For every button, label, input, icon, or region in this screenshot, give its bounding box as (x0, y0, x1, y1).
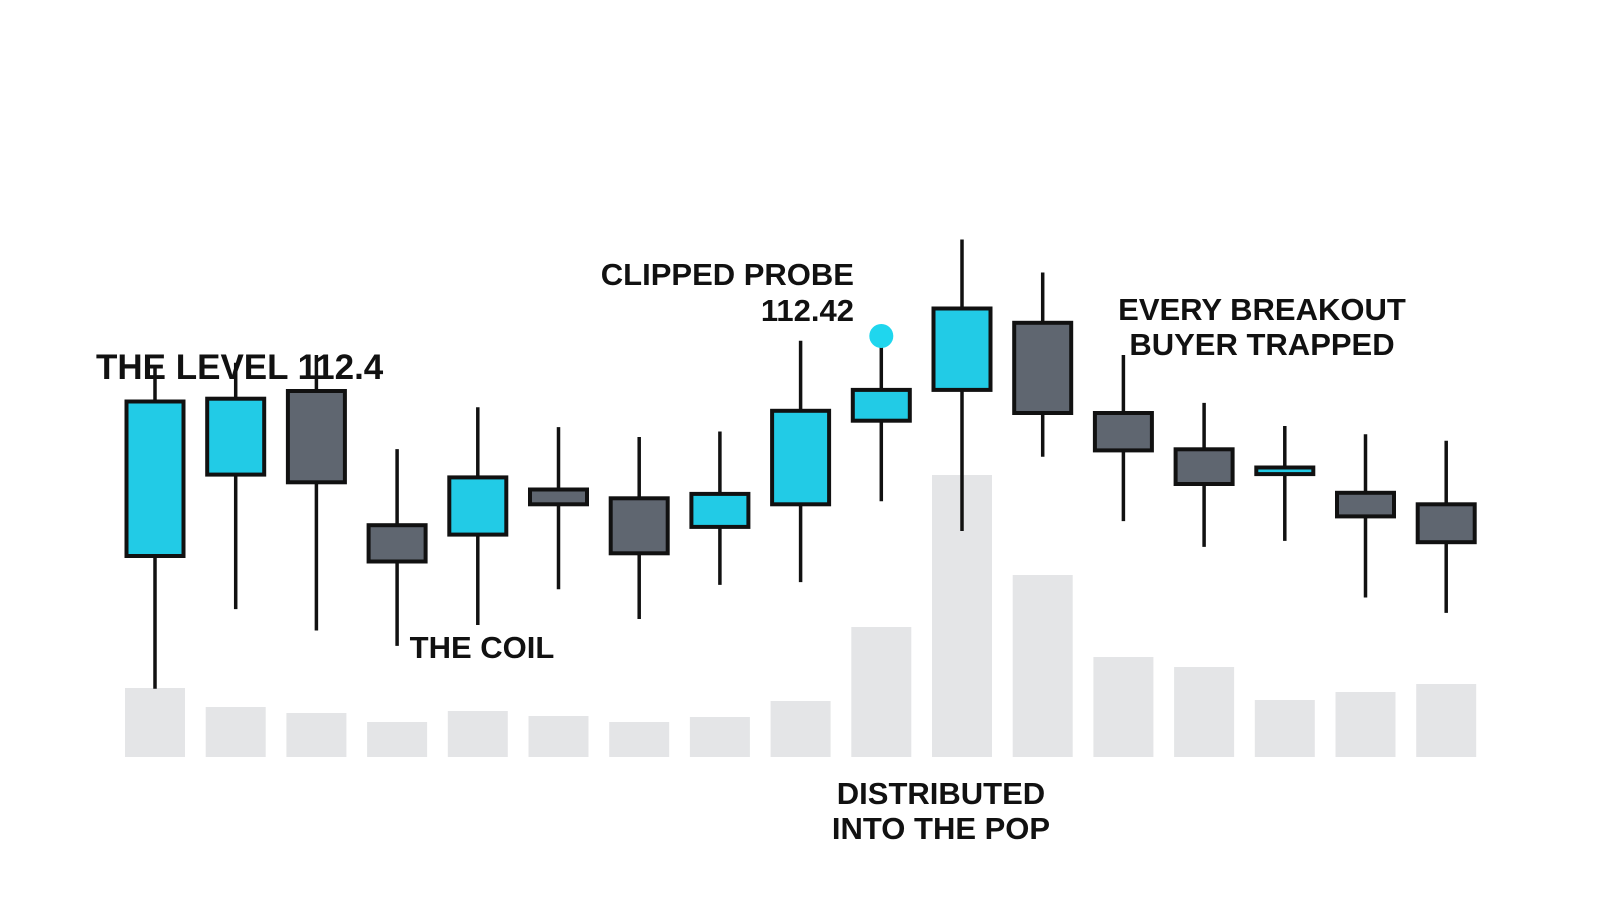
probe-label-line1: CLIPPED PROBE (601, 257, 854, 292)
candle-body-down (1335, 490, 1396, 519)
volume-bar (1012, 575, 1073, 757)
volume-bar (609, 722, 670, 757)
candle (770, 340, 832, 583)
candle (931, 239, 993, 531)
volume-bar (1174, 667, 1235, 757)
candle-body-down (1012, 320, 1074, 415)
volume-bar (205, 707, 266, 757)
candle-body-down (1092, 411, 1154, 453)
candle-body-down (366, 523, 428, 564)
volume-bar (689, 717, 750, 757)
distributed-label-line1: DISTRIBUTED (837, 776, 1045, 811)
volume-bar (851, 627, 912, 757)
candle (447, 407, 509, 625)
volume-bar (125, 688, 185, 757)
candle-layer (124, 239, 1477, 689)
probe-label-line2: 112.42 (761, 293, 854, 328)
volume-bar (447, 711, 508, 757)
coil-label: THE COIL (410, 630, 555, 665)
volume-bar (1093, 657, 1154, 757)
candle (124, 365, 186, 689)
volume-bar (1335, 692, 1396, 757)
volume-bar (1416, 684, 1477, 757)
candle (1012, 272, 1074, 457)
probe-dot (869, 324, 894, 348)
candle (366, 449, 428, 646)
candle (608, 437, 670, 619)
candle-body-down (1415, 502, 1477, 545)
volume-bar (770, 701, 831, 757)
volume-layer (125, 475, 1477, 757)
candle-body-up (1254, 465, 1316, 477)
volume-bar (367, 722, 428, 757)
distributed-label-line2: INTO THE POP (832, 811, 1050, 846)
candle-body-up (124, 399, 186, 558)
volume-bar (1254, 700, 1315, 757)
candle (850, 328, 912, 502)
candle-body-up (447, 475, 509, 537)
candle (1335, 434, 1396, 598)
label-layer: THE LEVEL 112.4 CLIPPED PROBE 112.42 THE… (96, 257, 1406, 846)
candle-body-down (285, 389, 347, 485)
trapped-label-line1: EVERY BREAKOUT (1118, 292, 1406, 327)
candle (205, 362, 267, 610)
candle (528, 427, 589, 590)
candle-body-up (770, 408, 832, 507)
candle-body-up (689, 491, 751, 529)
candle-body-up (205, 396, 267, 477)
candle-body-up (931, 306, 993, 392)
trapped-label-line2: BUYER TRAPPED (1129, 327, 1394, 362)
candle (1092, 355, 1154, 522)
candle (1415, 440, 1477, 613)
candle-body-down (528, 487, 589, 507)
level-label: THE LEVEL 112.4 (96, 348, 384, 387)
candle-body-down (1173, 447, 1235, 486)
candle (1254, 426, 1316, 541)
volume-bar (528, 716, 589, 757)
candle (689, 431, 751, 585)
candle (285, 355, 347, 631)
candle (1173, 402, 1235, 547)
candle-body-up (850, 387, 912, 423)
candle-body-down (608, 496, 670, 556)
volume-bar (286, 713, 347, 757)
